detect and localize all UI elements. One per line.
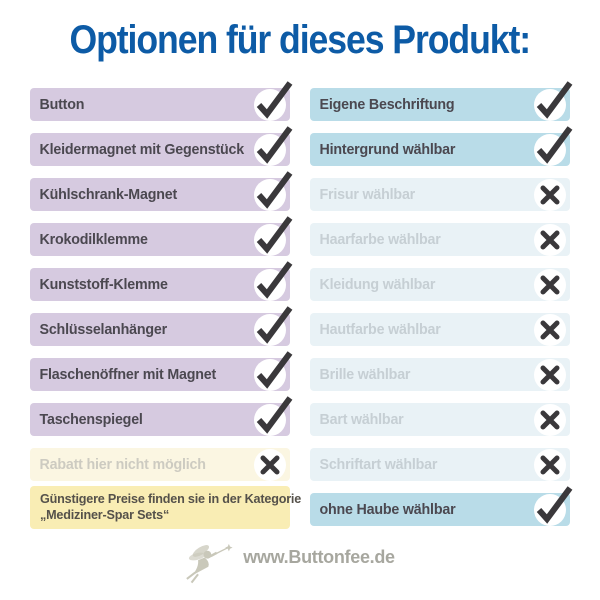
fairy-icon [186,543,233,584]
check-icon [536,125,573,164]
mark-circle [254,125,293,166]
option-row: Kühlschrank-Magnet [30,170,293,211]
option-row: Schriftart wählbar [310,448,570,481]
check-icon [256,125,293,164]
option-row: Flaschenöffner mit Magnet [30,350,293,391]
option-label: Kunststoff-Klemme [39,276,168,293]
cross-icon [540,320,560,339]
check-icon [536,80,573,119]
left-rows: Button Kleidermagnet mit Gegenstück Kühl… [30,80,293,481]
mark-circle [534,125,573,166]
cross-icon [260,455,280,474]
cross-icon [540,230,560,249]
option-row: Krokodilklemme [30,215,293,256]
discount-note: Günstigere Preise finden sie in der Kate… [30,486,302,529]
mark-circle [534,358,566,391]
cross-icon [540,275,560,294]
options-column-right: Eigene Beschriftung Hintergrund wählbar … [310,80,573,538]
option-row: Kleidung wählbar [310,268,570,301]
check-icon [256,350,293,389]
cross-icon [540,185,560,204]
option-label: Krokodilklemme [39,231,148,248]
option-row: Rabatt hier nicht möglich [30,448,290,481]
mark-circle [534,178,566,211]
option-row: Hautfarbe wählbar [310,313,570,346]
mark-circle [534,485,573,526]
option-label: Frisur wählbar [319,186,416,203]
cross-icon [540,365,560,384]
check-icon [256,260,293,299]
mark-circle [254,305,293,346]
option-label: ohne Haube wählbar [319,501,456,518]
option-label: Bart wählbar [319,411,404,428]
mark-circle [254,170,293,211]
discount-note-line1: Günstigere Preise finden sie in der Kate… [40,491,302,506]
option-label: Kleidermagnet mit Gegenstück [39,141,245,158]
option-label: Brille wählbar [319,366,411,383]
option-label: Button [39,96,85,113]
option-label: Schriftart wählbar [319,456,438,473]
option-label: Taschenspiegel [39,411,143,428]
mark-circle [534,223,566,256]
option-row: Kunststoff-Klemme [30,260,293,301]
page-title: Optionen für dieses Produkt: [69,18,532,62]
option-row: Brille wählbar [310,358,570,391]
mark-circle [534,313,566,346]
discount-note-line2: „Mediziner-Spar Sets“ [40,507,170,522]
check-icon [256,305,293,344]
option-label: Hautfarbe wählbar [319,321,441,338]
check-icon [536,485,573,524]
mark-circle [534,448,566,481]
option-row: Frisur wählbar [310,178,570,211]
option-label: Rabatt hier nicht möglich [39,456,206,473]
options-column-left: Button Kleidermagnet mit Gegenstück Kühl… [30,80,302,538]
website-url: www.Buttonfee.de [243,547,395,567]
option-label: Schlüsselanhänger [39,321,168,338]
option-label: Haarfarbe wählbar [319,231,441,248]
check-icon [256,170,293,209]
title-bar: Optionen für dieses Produkt: [0,0,600,64]
option-row: Schlüsselanhänger [30,305,293,346]
option-row: Haarfarbe wählbar [310,223,570,256]
option-label: Kleidung wählbar [319,276,436,293]
option-label: Eigene Beschriftung [319,96,455,113]
footer: www.Buttonfee.de [0,540,590,588]
mark-circle [254,215,293,256]
check-icon [256,395,293,434]
option-label: Hintergrund wählbar [319,141,456,158]
mark-circle [254,80,293,121]
check-icon [256,80,293,119]
option-label: Kühlschrank-Magnet [39,186,178,203]
mark-circle [534,80,573,121]
mark-circle [254,448,286,481]
mark-circle [254,260,293,301]
option-label: Flaschenöffner mit Magnet [39,366,217,383]
mark-circle [534,403,566,436]
option-row: Kleidermagnet mit Gegenstück [30,125,293,166]
cross-icon [540,455,560,474]
mark-circle [254,350,293,391]
cross-icon [540,410,560,429]
option-row: ohne Haube wählbar [310,485,573,526]
mark-circle [254,395,293,436]
mark-circle [534,268,566,301]
option-row: Button [30,80,293,121]
check-icon [256,215,293,254]
option-row: Eigene Beschriftung [310,80,573,121]
options-columns: Button Kleidermagnet mit Gegenstück Kühl… [30,80,573,538]
option-row: Taschenspiegel [30,395,293,436]
option-row: Bart wählbar [310,403,570,436]
option-row: Hintergrund wählbar [310,125,573,166]
